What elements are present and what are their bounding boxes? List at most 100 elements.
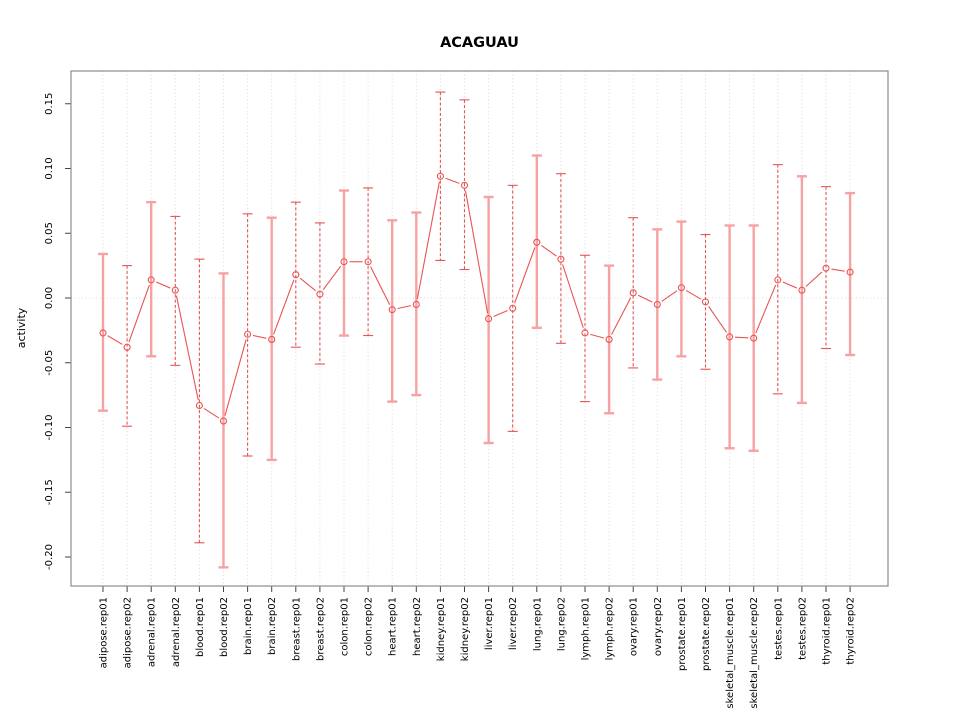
series-segment <box>107 335 123 345</box>
series-segment <box>224 339 247 416</box>
x-tick-label: lymph.rep02 <box>605 597 616 660</box>
y-tick-label: 0.10 <box>44 157 55 179</box>
x-tick-label: liver.rep01 <box>484 597 495 650</box>
data-point <box>364 258 372 266</box>
series-segment <box>735 336 749 339</box>
series-segment <box>445 177 460 184</box>
x-tick-label: heart.rep01 <box>388 597 399 656</box>
x-tick-label: breast.rep02 <box>315 597 326 661</box>
data-point <box>340 258 348 266</box>
x-tick-label: skeletal_muscle.rep01 <box>725 597 736 709</box>
series-segment <box>252 334 267 339</box>
x-tick-label: prostate.rep02 <box>701 597 712 671</box>
data-point <box>846 268 854 276</box>
data-point <box>726 333 734 341</box>
series-segment <box>782 281 798 289</box>
data-point <box>460 181 469 189</box>
x-tick-label: adipose.rep02 <box>123 597 134 668</box>
x-tick-label: blood.rep01 <box>195 597 206 657</box>
x-tick-label: colon.rep01 <box>340 597 351 656</box>
x-tick-label: adrenal.rep01 <box>147 597 158 667</box>
data-point <box>244 330 252 338</box>
chart-title: ACAGUAU <box>440 35 519 51</box>
data-point <box>605 335 613 343</box>
plot-frame <box>70 70 889 587</box>
x-tick-label: brain.rep02 <box>267 597 278 655</box>
data-point <box>268 335 276 343</box>
series-segment <box>831 268 845 272</box>
data-point <box>412 300 420 309</box>
series-segment <box>590 333 604 339</box>
series-segment <box>175 295 199 401</box>
x-tick-label: ovary.rep02 <box>653 597 664 656</box>
gridlines-layer <box>102 71 851 586</box>
data-point <box>798 286 806 294</box>
y-tick-label: -0.20 <box>44 544 55 570</box>
series-segment <box>273 279 295 335</box>
series-segment <box>370 266 391 305</box>
series-segment <box>416 181 440 300</box>
x-tick-label: thyroid.rep02 <box>846 597 857 665</box>
x-tick-label: thyroid.rep01 <box>822 597 833 665</box>
data-point <box>677 284 685 292</box>
x-tick-label: ovary.rep01 <box>629 597 640 656</box>
x-tick-label: adipose.rep01 <box>99 597 110 668</box>
series-segment <box>397 305 412 310</box>
series-segment <box>805 271 823 287</box>
x-tick-label: heart.rep02 <box>412 597 423 656</box>
error-bars-layer <box>98 91 856 569</box>
x-tick-label: testes.rep02 <box>797 597 808 660</box>
data-point <box>388 306 396 314</box>
x-tick-label: blood.rep02 <box>219 597 230 657</box>
data-point <box>99 329 107 337</box>
series-segment <box>611 297 632 335</box>
series-segment <box>203 408 220 419</box>
x-tick-label: liver.rep02 <box>508 597 519 650</box>
data-point <box>219 417 228 425</box>
y-tick-label: 0.00 <box>44 287 55 309</box>
series-segment <box>493 310 508 318</box>
x-tick-label: skeletal_muscle.rep02 <box>749 597 760 709</box>
series-segment <box>540 245 557 257</box>
x-tick-label: prostate.rep01 <box>677 597 688 671</box>
series-segment <box>685 289 702 300</box>
data-point <box>292 271 300 279</box>
data-point <box>171 286 179 294</box>
series-segment <box>562 264 584 328</box>
x-tick-label: lung.rep02 <box>556 597 567 651</box>
data-point <box>147 276 155 284</box>
x-tick-label: kidney.rep02 <box>460 597 471 661</box>
x-tick-label: lung.rep01 <box>532 597 543 651</box>
series-segment <box>156 281 171 289</box>
y-tick-label: -0.10 <box>44 415 55 441</box>
data-point <box>557 255 565 263</box>
x-tick-label: brain.rep01 <box>243 597 254 655</box>
data-point <box>653 300 661 309</box>
series-segment <box>514 247 536 304</box>
data-point <box>195 401 203 410</box>
data-point <box>581 329 589 337</box>
data-point <box>774 276 782 284</box>
data-point <box>123 343 131 351</box>
x-axis-layer: adipose.rep01 adipose.rep02 adrenal.rep01 a… <box>99 586 857 709</box>
series-segment <box>128 284 150 343</box>
data-point <box>485 315 493 323</box>
data-point <box>701 298 710 306</box>
x-tick-label: lymph.rep01 <box>581 597 592 660</box>
series-segment <box>322 265 342 291</box>
series-segment <box>637 294 653 303</box>
data-point <box>629 289 637 297</box>
data-point <box>822 264 830 272</box>
x-tick-label: kidney.rep01 <box>436 597 447 661</box>
y-tick-label: 0.15 <box>44 93 55 115</box>
data-point <box>533 238 541 246</box>
series-line-layer <box>107 177 845 419</box>
y-tick-label: -0.15 <box>44 479 55 505</box>
data-point <box>509 304 517 312</box>
x-tick-label: colon.rep02 <box>364 597 375 656</box>
series-segment <box>661 290 678 302</box>
series-segment <box>299 277 316 292</box>
y-axis-label: activity <box>15 307 28 348</box>
